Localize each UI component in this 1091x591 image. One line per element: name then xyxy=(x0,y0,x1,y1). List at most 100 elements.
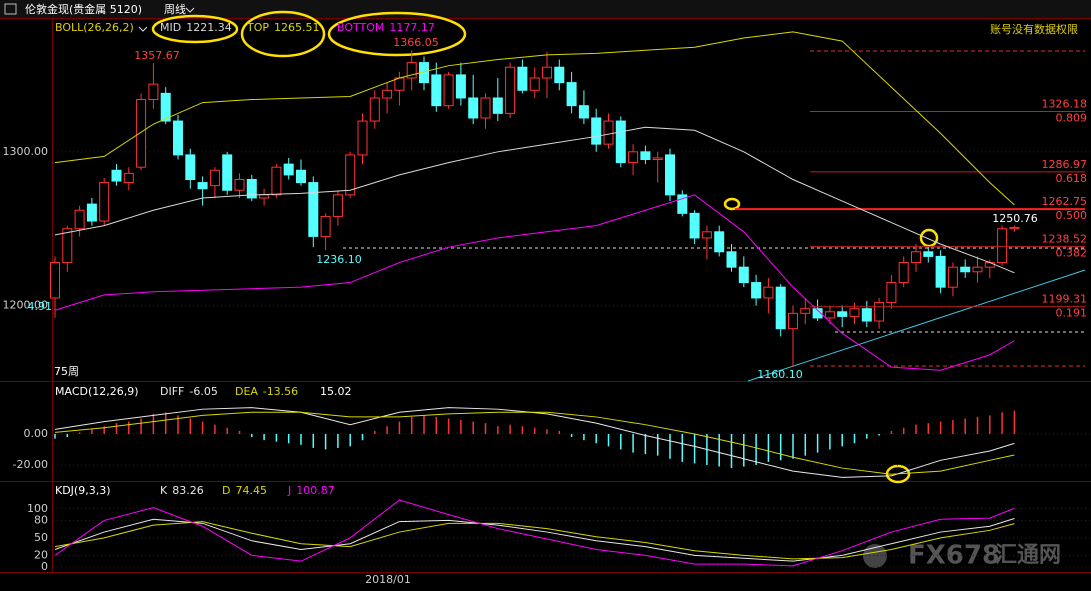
candle-body xyxy=(529,77,540,91)
legend-value: -6.05 xyxy=(189,385,217,398)
candle-body xyxy=(271,166,282,196)
panel-borders xyxy=(0,18,1091,573)
legend-name: MID xyxy=(160,21,181,34)
y-tick-label: 0.00 xyxy=(24,427,49,440)
candle-body xyxy=(50,262,60,299)
candle-body xyxy=(554,66,565,84)
legend-name: TOP xyxy=(246,21,269,34)
candle-body xyxy=(406,62,417,79)
legend-entry: DIFF -6.05 xyxy=(160,385,218,398)
indicator-line xyxy=(54,31,1015,206)
legend-value: 1265.51 xyxy=(274,21,320,34)
candle-body xyxy=(455,74,466,99)
candle-body xyxy=(62,228,73,264)
candle-body xyxy=(357,120,368,156)
legend-name: BOTTOM xyxy=(337,21,384,34)
candle-body xyxy=(394,77,405,91)
legend-value: 74.45 xyxy=(235,484,267,497)
candle-body xyxy=(136,99,147,168)
fib-price: 1326.18 xyxy=(1042,98,1088,111)
legend-entry: DEA -13.56 xyxy=(235,385,298,398)
legend-value: 15.02 xyxy=(320,385,352,398)
candle-body xyxy=(972,266,983,273)
candle-body xyxy=(320,215,331,237)
candle-body xyxy=(566,82,577,107)
candle-body xyxy=(886,282,897,304)
candle-body xyxy=(222,154,233,191)
y-tick-label: 0 xyxy=(41,560,48,573)
candle-body xyxy=(296,169,306,184)
candle-body xyxy=(209,169,220,187)
y-tick-label: 20 xyxy=(34,548,48,561)
legend-entry: MID 1221.34 xyxy=(160,21,232,34)
candle-body xyxy=(123,172,134,184)
notice: 账号没有数据权限 xyxy=(990,22,1078,36)
legend-entry: BOTTOM 1177.17 xyxy=(337,21,435,34)
candle-body xyxy=(898,262,909,284)
price-annotation: 1160.10 xyxy=(757,368,803,381)
candle-body xyxy=(148,83,159,101)
candle-body xyxy=(591,117,602,145)
fib-ratio: 0.191 xyxy=(1056,307,1088,320)
menu-icon[interactable] xyxy=(4,3,17,15)
candle-body xyxy=(677,194,688,214)
drawings xyxy=(138,7,1086,484)
candle-body xyxy=(345,154,356,196)
fib-price: 1199.31 xyxy=(1042,293,1088,306)
candle-body xyxy=(997,228,1008,264)
price-annotation: 1357.67 xyxy=(134,49,180,62)
candle-body xyxy=(173,120,183,156)
candle-body xyxy=(505,66,516,114)
candle-body xyxy=(185,154,196,181)
indicator-label: KDJ(9,3,3) xyxy=(55,484,111,497)
y-tick-label: 50 xyxy=(34,531,48,544)
candle-body xyxy=(197,182,208,190)
watermark-logo xyxy=(863,544,887,568)
candle-body xyxy=(603,120,614,145)
candle-body xyxy=(369,97,380,122)
candle-body xyxy=(689,212,700,239)
candle-body xyxy=(234,179,245,191)
indicator-line xyxy=(54,126,1015,274)
candle-body xyxy=(874,302,885,322)
candle-body xyxy=(308,182,319,237)
candle-body xyxy=(628,151,639,164)
legend-name: D xyxy=(222,484,230,497)
price-annotation: 1236.10 xyxy=(316,253,362,266)
indicator-line xyxy=(54,518,1015,562)
candle-body xyxy=(517,66,528,91)
y-tick-label: -20.00 xyxy=(13,458,48,471)
candle-body xyxy=(911,251,921,264)
candle-body xyxy=(111,169,122,182)
candle-body xyxy=(984,262,995,268)
legend-entry: K 83.26 xyxy=(160,484,204,497)
legend-value: 1221.34 xyxy=(186,21,232,34)
instrument-title: 伦敦金现(贵金属 5120) xyxy=(25,2,142,16)
legend-value: 100.87 xyxy=(296,484,335,497)
watermark: 汇通网 xyxy=(995,543,1061,568)
legend-value: 1177.17 xyxy=(389,21,435,34)
candle-body xyxy=(652,157,663,161)
candle-body xyxy=(751,282,762,299)
watermark: FX678 xyxy=(908,541,1000,571)
candle-body xyxy=(701,231,712,239)
period-selector[interactable]: 周线 xyxy=(164,2,186,16)
y-tick-label: 1300.00 xyxy=(3,145,49,158)
indicator-label: BOLL(26,26,2) xyxy=(55,21,134,34)
legend-name: DIFF xyxy=(160,385,184,398)
candle-body xyxy=(542,66,552,79)
fib-ratio: 0.500 xyxy=(1056,209,1088,222)
indicator-line xyxy=(54,499,1015,567)
candle-body xyxy=(800,308,811,314)
candle-body xyxy=(1009,227,1020,230)
candle-body xyxy=(160,92,171,122)
candle-body xyxy=(86,203,97,222)
candle-body xyxy=(246,179,257,199)
fib-ratio: 0.618 xyxy=(1056,172,1088,185)
candle-body xyxy=(824,311,835,319)
price-annotation: 1366.05 xyxy=(393,36,439,49)
candle-body xyxy=(480,97,491,119)
fib-price: 1238.52 xyxy=(1042,232,1088,245)
candle-body xyxy=(332,194,343,217)
